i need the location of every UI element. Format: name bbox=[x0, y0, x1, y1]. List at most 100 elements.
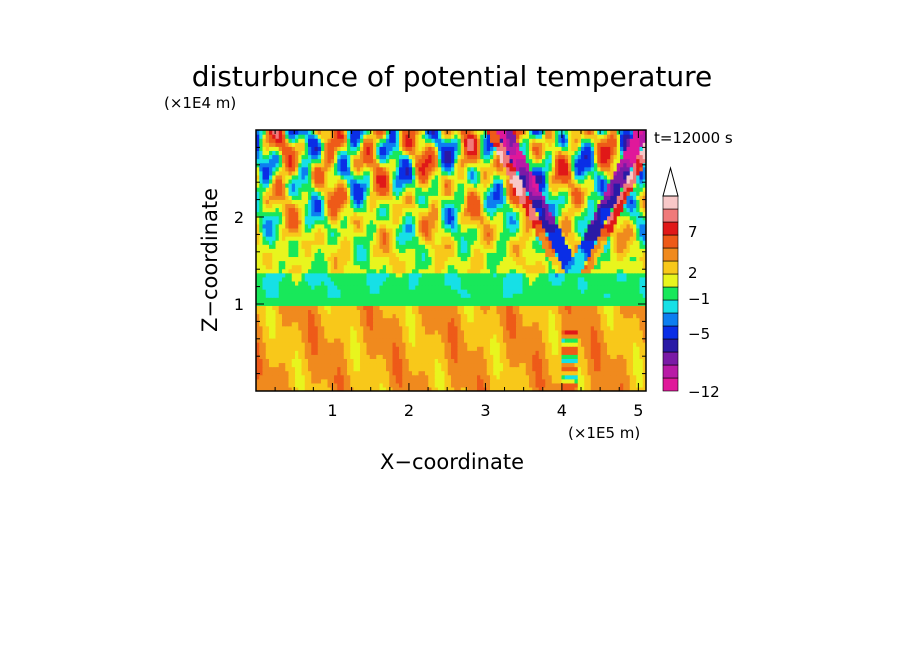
heatmap-cell bbox=[311, 333, 316, 339]
heatmap-cell bbox=[555, 354, 559, 359]
heatmap-cell bbox=[616, 284, 621, 290]
heatmap-cell bbox=[623, 289, 628, 294]
heatmap-cell bbox=[525, 236, 530, 241]
heatmap-cell bbox=[366, 350, 371, 355]
heatmap-cell bbox=[308, 244, 312, 249]
heatmap-cell bbox=[499, 252, 504, 258]
heatmap-cell bbox=[512, 362, 517, 368]
heatmap-cell bbox=[483, 301, 488, 306]
heatmap-cell bbox=[428, 325, 433, 331]
heatmap-cell bbox=[405, 280, 410, 286]
heatmap-cell bbox=[633, 386, 637, 391]
heatmap-cell bbox=[503, 325, 507, 331]
heatmap-cell bbox=[610, 252, 615, 258]
heatmap-cell bbox=[340, 240, 345, 245]
heatmap-cell bbox=[519, 260, 524, 266]
heatmap-cell bbox=[516, 252, 520, 258]
heatmap-cell bbox=[623, 333, 628, 339]
heatmap-cell bbox=[376, 337, 381, 343]
heatmap-cell bbox=[379, 301, 384, 306]
heatmap-cell bbox=[642, 276, 646, 282]
heatmap-cell bbox=[512, 240, 517, 245]
heatmap-cell bbox=[379, 337, 384, 343]
heatmap-cell bbox=[594, 358, 598, 364]
heatmap-cell bbox=[366, 309, 371, 315]
heatmap-cell bbox=[337, 350, 342, 355]
heatmap-cell bbox=[486, 370, 491, 376]
heatmap-cell bbox=[386, 260, 390, 266]
heatmap-cell bbox=[571, 325, 576, 331]
heatmap-cell bbox=[298, 325, 303, 331]
heatmap-cell bbox=[519, 374, 524, 380]
heatmap-cell bbox=[369, 350, 374, 355]
heatmap-cell bbox=[587, 382, 592, 388]
heatmap-cell bbox=[438, 370, 442, 376]
heatmap-cell bbox=[285, 280, 290, 286]
heatmap-cell bbox=[262, 317, 267, 323]
heatmap-cell bbox=[295, 293, 299, 298]
heatmap-cell bbox=[356, 276, 361, 282]
heatmap-cell bbox=[256, 362, 260, 368]
heatmap-cell bbox=[337, 272, 342, 278]
heatmap-cell bbox=[532, 366, 537, 372]
heatmap-cell bbox=[288, 244, 293, 249]
heatmap-cell bbox=[545, 305, 550, 311]
heatmap-cell bbox=[334, 268, 338, 274]
heatmap-cell bbox=[402, 223, 407, 229]
heatmap-cell bbox=[597, 362, 602, 368]
heatmap-cell bbox=[350, 329, 355, 335]
heatmap-cell bbox=[633, 309, 637, 315]
heatmap-cell bbox=[558, 289, 563, 294]
heatmap-cell bbox=[389, 321, 394, 327]
heatmap-cell bbox=[558, 378, 563, 384]
heatmap-cell bbox=[317, 321, 322, 327]
heatmap-cell bbox=[353, 248, 358, 253]
heatmap-cell bbox=[610, 231, 615, 237]
heatmap-cell bbox=[291, 276, 296, 282]
heatmap-cell bbox=[538, 289, 543, 294]
heatmap-cell bbox=[298, 386, 303, 391]
heatmap-cell bbox=[314, 240, 319, 245]
heatmap-cell bbox=[343, 227, 348, 233]
heatmap-cell bbox=[447, 358, 452, 364]
heatmap-cell bbox=[642, 240, 646, 245]
heatmap-cell bbox=[603, 382, 608, 388]
heatmap-cell bbox=[457, 346, 462, 351]
heatmap-cell bbox=[642, 297, 646, 302]
heatmap-cell bbox=[464, 313, 468, 319]
heatmap-cell bbox=[311, 309, 316, 315]
heatmap-cell bbox=[503, 276, 507, 282]
heatmap-cell bbox=[457, 333, 462, 339]
heatmap-cell bbox=[259, 386, 264, 391]
heatmap-cell bbox=[480, 337, 485, 343]
heatmap-cell bbox=[509, 362, 514, 368]
heatmap-cell bbox=[555, 276, 559, 282]
heatmap-cell bbox=[480, 317, 485, 323]
heatmap-cell bbox=[590, 374, 595, 380]
heatmap-cell bbox=[451, 284, 455, 290]
heatmap-cell bbox=[470, 284, 475, 290]
heatmap-cell bbox=[496, 293, 501, 298]
heatmap-cell bbox=[291, 219, 296, 225]
heatmap-cell bbox=[477, 386, 481, 391]
heatmap-cell bbox=[282, 223, 286, 229]
heatmap-cell bbox=[392, 264, 397, 270]
heatmap-cell bbox=[548, 378, 553, 384]
heatmap-cell bbox=[616, 289, 621, 294]
heatmap-cell bbox=[564, 272, 569, 278]
heatmap-cell bbox=[499, 366, 504, 372]
heatmap-cell bbox=[444, 248, 449, 253]
heatmap-cell bbox=[486, 236, 491, 241]
heatmap-cell bbox=[327, 272, 332, 278]
heatmap-cell bbox=[298, 362, 303, 368]
heatmap-cell bbox=[330, 260, 335, 266]
heatmap-cell bbox=[399, 268, 403, 274]
heatmap-cell bbox=[441, 350, 446, 355]
heatmap-cell bbox=[642, 264, 646, 270]
heatmap-cell bbox=[408, 305, 413, 311]
heatmap-cell bbox=[467, 313, 472, 319]
heatmap-cell bbox=[525, 231, 530, 237]
heatmap-cell bbox=[467, 293, 472, 298]
heatmap-cell bbox=[285, 333, 290, 339]
heatmap-cell bbox=[425, 325, 429, 331]
